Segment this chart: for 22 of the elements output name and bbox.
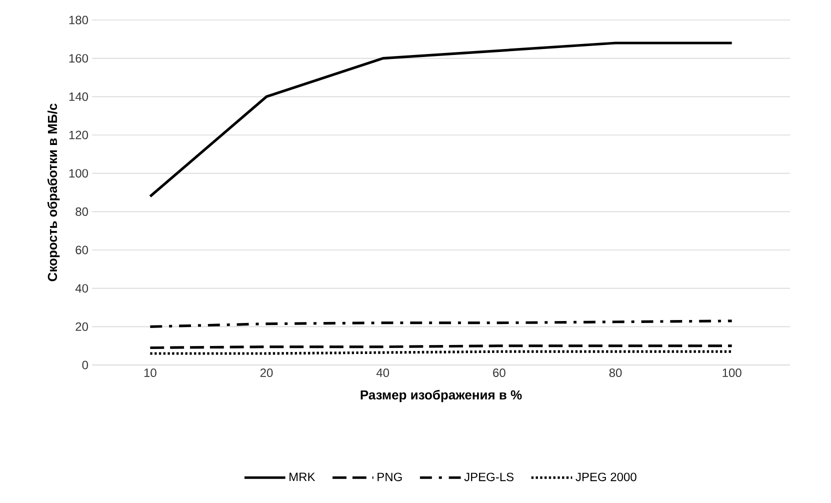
legend-label: JPEG 2000	[576, 472, 636, 482]
legend-label: PNG	[378, 472, 402, 482]
y-tick-label: 60	[76, 246, 88, 254]
y-tick-label: 0	[82, 360, 88, 370]
y-tick-label: 40	[75, 284, 88, 293]
x-tick-label: 100	[722, 368, 742, 378]
y-tick-label: 80	[76, 207, 88, 216]
y-tick-label: 140	[69, 92, 88, 101]
y-tick-label: 160	[69, 54, 88, 63]
y-tick-label: 180	[69, 16, 88, 24]
y-tick-label: 100	[69, 169, 88, 178]
y-tick-label: 20	[76, 322, 88, 331]
legend-label: JPEG-LS	[464, 472, 514, 482]
x-tick-label: 40	[376, 368, 390, 378]
x-tick-label: 60	[493, 368, 506, 378]
y-tick-label: 120	[69, 130, 88, 140]
x-tick-label: 10	[144, 368, 156, 378]
x-axis-title: Размер изображения в %	[360, 390, 522, 402]
legend-label: MRK	[290, 472, 316, 482]
x-tick-label: 80	[609, 368, 622, 378]
x-tick-label: 20	[260, 368, 273, 378]
y-axis-title: Скорость обработки в МБ/с	[47, 104, 60, 282]
